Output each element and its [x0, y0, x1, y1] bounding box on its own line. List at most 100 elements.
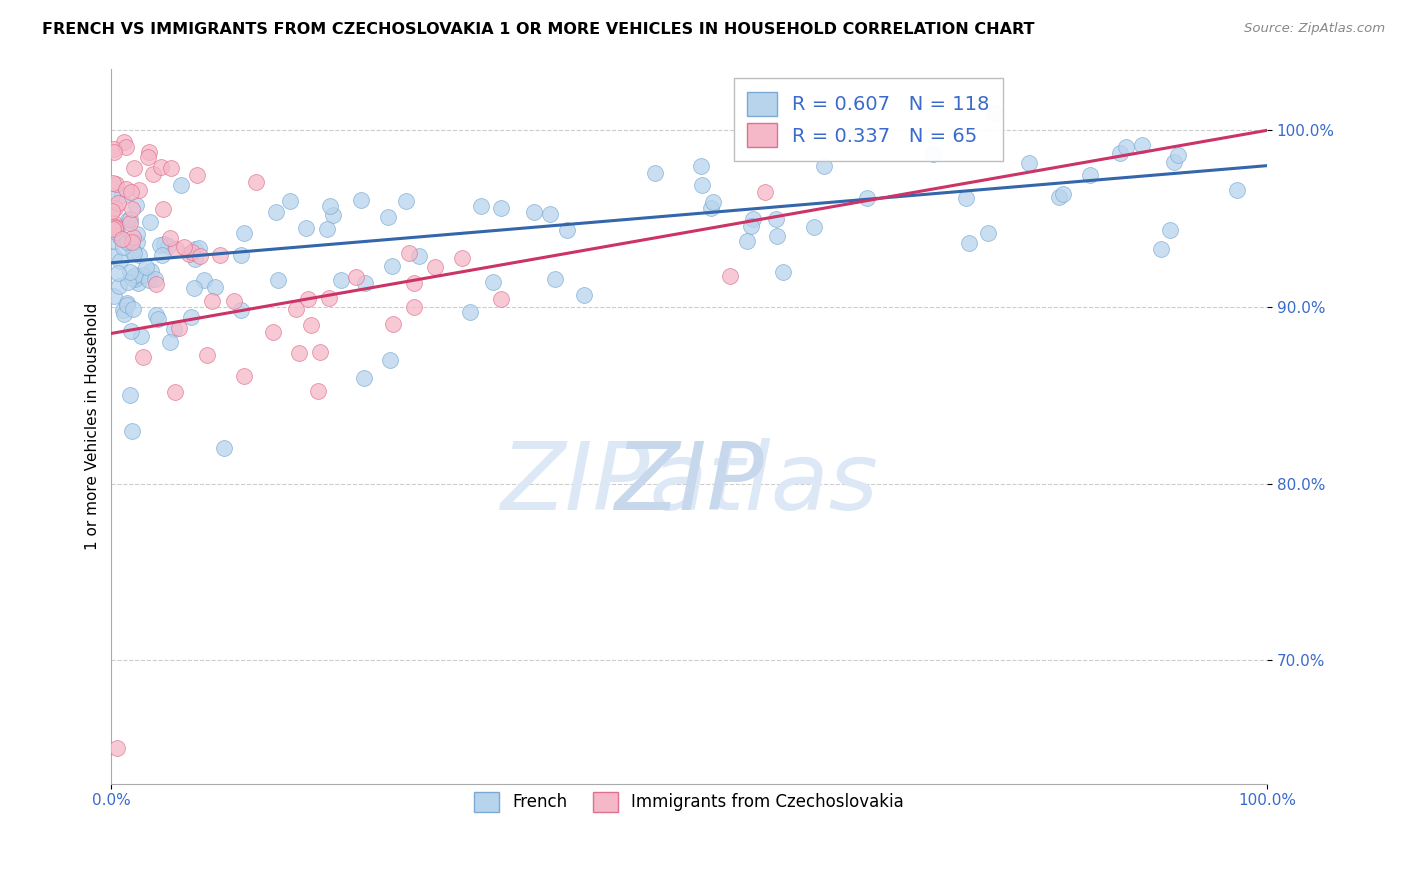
Point	[955, 191, 977, 205]
Point	[353, 370, 375, 384]
Point	[100, 204, 122, 219]
Point	[572, 288, 595, 302]
Point	[229, 248, 252, 262]
Point	[404, 301, 426, 315]
Text: ZIP: ZIP	[614, 438, 763, 529]
Point	[350, 193, 373, 207]
Point	[765, 229, 787, 244]
Point	[699, 201, 721, 215]
Point	[322, 208, 344, 222]
Point	[124, 268, 146, 282]
Point	[1115, 140, 1137, 154]
Point	[378, 352, 401, 367]
Point	[316, 221, 339, 235]
Point	[921, 147, 943, 161]
Point	[121, 270, 143, 285]
Point	[318, 291, 340, 305]
Point	[354, 276, 377, 290]
Point	[107, 266, 129, 280]
Point	[104, 221, 127, 235]
Point	[523, 205, 546, 219]
Point	[145, 308, 167, 322]
Point	[377, 210, 399, 224]
Point	[163, 321, 186, 335]
Text: ZIPatlas: ZIPatlas	[501, 438, 879, 529]
Point	[408, 248, 430, 262]
Point	[120, 239, 142, 253]
Legend: French, Immigrants from Czechoslovakia: French, Immigrants from Czechoslovakia	[461, 779, 917, 825]
Point	[740, 219, 762, 234]
Point	[128, 248, 150, 262]
Point	[111, 188, 134, 202]
Point	[460, 305, 482, 319]
Point	[101, 219, 124, 234]
Point	[245, 175, 267, 189]
Point	[103, 234, 125, 248]
Point	[193, 273, 215, 287]
Point	[145, 277, 167, 292]
Point	[284, 301, 307, 316]
Point	[115, 235, 138, 250]
Point	[1163, 154, 1185, 169]
Point	[120, 185, 142, 199]
Point	[127, 276, 149, 290]
Point	[180, 245, 202, 260]
Point	[222, 293, 245, 308]
Point	[232, 226, 254, 240]
Point	[122, 245, 145, 260]
Point	[772, 265, 794, 279]
Point	[201, 294, 224, 309]
Point	[765, 212, 787, 227]
Point	[644, 166, 666, 180]
Point	[148, 311, 170, 326]
Point	[1159, 223, 1181, 237]
Point	[209, 248, 232, 262]
Point	[152, 202, 174, 216]
Point	[1150, 242, 1173, 256]
Point	[110, 230, 132, 244]
Point	[856, 191, 879, 205]
Point	[118, 216, 141, 230]
Point	[702, 194, 724, 209]
Point	[107, 195, 129, 210]
Point	[103, 142, 125, 156]
Point	[718, 268, 741, 283]
Point	[120, 388, 142, 402]
Point	[381, 259, 404, 273]
Point	[121, 424, 143, 438]
Point	[111, 231, 134, 245]
Point	[184, 242, 207, 256]
Point	[262, 325, 284, 339]
Point	[156, 239, 179, 253]
Point	[128, 183, 150, 197]
Point	[689, 159, 711, 173]
Point	[111, 240, 134, 254]
Point	[297, 292, 319, 306]
Point	[105, 225, 128, 239]
Point	[186, 168, 208, 182]
Point	[470, 199, 492, 213]
Point	[122, 161, 145, 175]
Point	[124, 198, 146, 212]
Point	[803, 219, 825, 234]
Text: FRENCH VS IMMIGRANTS FROM CZECHOSLOVAKIA 1 OR MORE VEHICLES IN HOUSEHOLD CORRELA: FRENCH VS IMMIGRANTS FROM CZECHOSLOVAKIA…	[42, 22, 1035, 37]
Point	[112, 135, 135, 149]
Point	[307, 384, 329, 398]
Point	[957, 235, 980, 250]
Point	[101, 176, 124, 190]
Point	[489, 292, 512, 306]
Point	[538, 207, 561, 221]
Point	[117, 213, 139, 227]
Point	[114, 307, 136, 321]
Point	[115, 296, 138, 310]
Point	[132, 268, 155, 283]
Point	[103, 216, 125, 230]
Point	[204, 280, 226, 294]
Point	[127, 235, 149, 249]
Point	[150, 248, 173, 262]
Point	[108, 254, 131, 268]
Point	[1167, 147, 1189, 161]
Point	[121, 202, 143, 216]
Point	[398, 246, 420, 260]
Point	[741, 211, 763, 226]
